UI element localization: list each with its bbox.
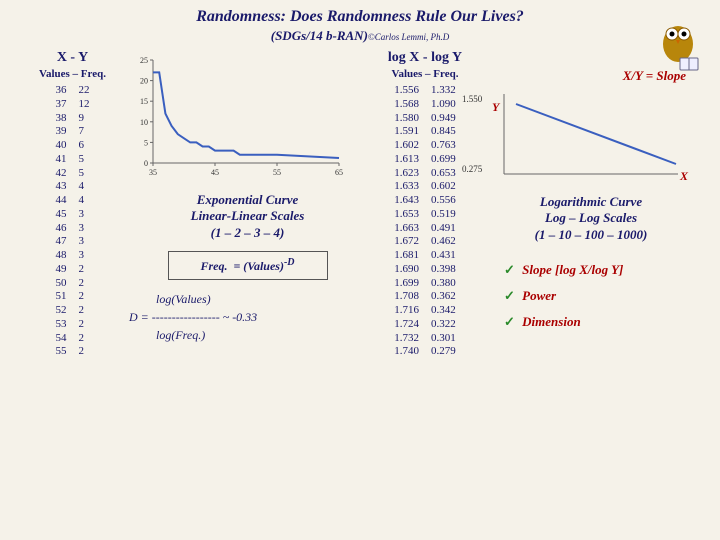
table-row: 1.6630.491 [388,222,462,236]
page-title: Randomness: Does Randomness Rule Our Liv… [0,0,720,26]
subtitle-code: (SDGs/14 b-RAN) [271,28,368,43]
tick-left: 1.550 [462,94,482,104]
col-logxy: log X - log Y Values – Freq. 1.5561.3321… [380,50,470,359]
cap-l1: Exponential Curve [197,192,299,207]
col3-sub: Values – Freq. [380,68,470,80]
table-row: 406 [50,139,96,153]
table-row: 532 [50,318,96,332]
table-row: 542 [50,332,96,346]
table-row: 453 [50,208,96,222]
table-row: 1.6720.462 [388,235,462,249]
check-item: ✓ Dimension [504,309,702,335]
table-row: 397 [50,125,96,139]
col1-sub: Values – Freq. [30,68,115,80]
cap-l3: (1 – 2 – 3 – 4) [211,225,285,240]
fd-l3: log(Freq.) [156,328,205,342]
table-xy: 3622371238939740641542543444445346347348… [50,84,96,359]
table-row: 502 [50,277,96,291]
log-chart [496,86,686,186]
table-row: 1.7320.301 [388,332,462,346]
table-row: 1.7240.322 [388,318,462,332]
lc-l3: (1 – 10 – 100 – 1000) [535,227,648,242]
table-row: 1.5681.090 [388,98,462,112]
credit: ©Carlos Lemmi, Ph.D [368,32,449,42]
table-row: 483 [50,249,96,263]
svg-text:10: 10 [140,118,148,127]
log-chart-wrap: Y X 1.550 0.275 [496,86,686,186]
formula-d: log(Values) D = ----------------- ~ -0.3… [129,290,366,344]
cap-l2: Linear-Linear Scales [191,208,305,223]
check-item: ✓ Slope [log X/log Y] [504,257,702,283]
svg-text:20: 20 [140,77,148,86]
fd-l1: log(Values) [156,292,211,306]
svg-text:65: 65 [335,168,343,177]
table-row: 492 [50,263,96,277]
table-row: 1.6230.653 [388,167,462,181]
table-row: 1.6020.763 [388,139,462,153]
svg-text:25: 25 [140,56,148,65]
fd-l2: D = ----------------- ~ -0.33 [129,310,257,324]
svg-text:15: 15 [140,97,148,106]
table-row: 473 [50,235,96,249]
log-caption: Logarithmic Curve Log – Log Scales (1 – … [480,194,702,243]
svg-text:5: 5 [144,138,148,147]
table-logxy: 1.5561.3321.5681.0901.5800.9491.5910.845… [388,84,462,359]
svg-text:55: 55 [273,168,281,177]
svg-text:45: 45 [211,168,219,177]
table-row: 1.5561.332 [388,84,462,98]
table-row: 3712 [50,98,96,112]
table-row: 1.5910.845 [388,125,462,139]
table-row: 1.6990.380 [388,277,462,291]
owl-icon [654,12,702,74]
table-row: 1.7080.362 [388,290,462,304]
exp-caption: Exponential Curve Linear-Linear Scales (… [125,192,370,241]
table-row: 444 [50,194,96,208]
table-row: 389 [50,112,96,126]
table-row: 1.6810.431 [388,249,462,263]
table-row: 522 [50,304,96,318]
table-row: 1.7160.342 [388,304,462,318]
xlabel: X [680,169,688,184]
lc-l1: Logarithmic Curve [540,194,642,209]
col-logchart: X/Y = Slope Y X 1.550 0.275 Logarithmic … [480,50,702,359]
svg-text:35: 35 [149,168,157,177]
table-row: 1.6530.519 [388,208,462,222]
table-row: 463 [50,222,96,236]
table-row: 1.6330.602 [388,180,462,194]
table-row: 1.6900.398 [388,263,462,277]
table-row: 552 [50,345,96,359]
col3-head: log X - log Y [380,50,470,66]
table-row: 425 [50,167,96,181]
lc-l2: Log – Log Scales [545,210,637,225]
col1-head: X - Y [30,50,115,66]
table-row: 1.6130.699 [388,153,462,167]
table-row: 1.7400.279 [388,345,462,359]
check-item: ✓ Power [504,283,702,309]
ylabel: Y [492,100,499,115]
table-row: 1.6430.556 [388,194,462,208]
table-row: 512 [50,290,96,304]
page-subtitle: (SDGs/14 b-RAN)©Carlos Lemmi, Ph.D [0,28,720,44]
tick-bot: 0.275 [462,164,482,174]
col-expchart: 0 5 10 15 20 25 35 45 55 65 Exponential Curve Lin… [125,50,370,359]
formula-box: Freq. = (Values)-D [168,251,328,280]
table-row: 3622 [50,84,96,98]
table-row: 1.5800.949 [388,112,462,126]
svg-text:0: 0 [144,159,148,168]
table-row: 415 [50,153,96,167]
table-row: 434 [50,180,96,194]
col-xy: X - Y Values – Freq. 3622371238939740641… [30,50,115,359]
exponential-chart: 0 5 10 15 20 25 35 45 55 65 [125,54,345,179]
check-list: ✓ Slope [log X/log Y]✓ Power✓ Dimension [504,257,702,335]
